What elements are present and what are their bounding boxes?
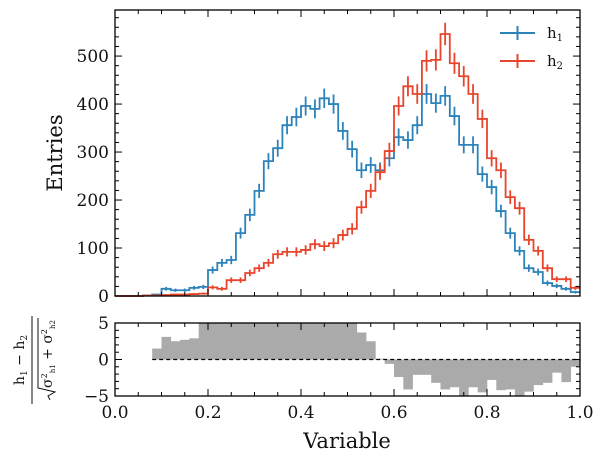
- x-tick-label: 1.0: [566, 403, 593, 423]
- legend-label-h2: h2: [547, 52, 563, 72]
- ratio-bar: [477, 359, 488, 393]
- legend: h1 h2: [500, 24, 563, 72]
- ratio-bar: [394, 359, 404, 378]
- main-plot-frame: [114, 9, 581, 297]
- ratio-y-axis-label: h1 − h2 σ2h1 + σ2h2: [12, 316, 57, 404]
- ratio-bar: [180, 339, 190, 360]
- ratio-bar: [254, 323, 265, 360]
- ratio-bar: [170, 341, 181, 360]
- y-tick-label: 100: [77, 239, 109, 259]
- ratio-bar: [319, 323, 330, 360]
- ratio-bar: [282, 323, 292, 360]
- y-tick-label: 400: [77, 95, 109, 115]
- ratio-bar: [301, 323, 311, 360]
- ratio-bar: [403, 359, 413, 390]
- ratio-y-tick-label: 5: [98, 314, 109, 334]
- ratio-bar: [496, 359, 506, 391]
- y-tick-label: 0: [98, 287, 109, 307]
- x-tick-label: 0.4: [287, 403, 314, 423]
- ratio-bar: [440, 359, 451, 390]
- ratio-bar: [449, 359, 460, 388]
- legend-entry-h2: h2: [500, 52, 563, 72]
- x-tick-label: 0.2: [194, 403, 221, 423]
- ratio-bar: [459, 359, 469, 396]
- ratio-bar: [366, 341, 376, 360]
- ratio-bar: [468, 359, 478, 388]
- x-tick-label: 0.0: [101, 403, 128, 423]
- x-tick-label: 0.6: [380, 403, 407, 423]
- series-h2: [115, 22, 580, 297]
- x-tick-label: 0.8: [473, 403, 500, 423]
- ratio-bar: [208, 323, 218, 360]
- ratio-bar: [487, 359, 497, 380]
- ratio-bar: [189, 338, 199, 360]
- ratio-bar: [291, 323, 302, 360]
- ratio-bar: [347, 323, 358, 360]
- ratio-bar: [384, 359, 395, 364]
- ratio-bar: [217, 323, 227, 360]
- ratio-bar: [273, 323, 283, 360]
- ratio-bar: [533, 359, 544, 386]
- ratio-bar: [310, 323, 320, 360]
- ratio-y-tick-label: 0: [98, 351, 109, 371]
- ratio-label-denominator: σ2h1 + σ2h2: [40, 320, 57, 388]
- legend-entry-h1: h1: [500, 24, 563, 44]
- ratio-bar: [524, 359, 534, 392]
- ratio-bar: [412, 359, 423, 375]
- ratio-bar: [561, 359, 571, 383]
- ratio-bar: [161, 336, 172, 360]
- ratio-bar: [552, 359, 562, 373]
- ratio-bar: [542, 359, 553, 383]
- ratio-bar: [226, 323, 237, 360]
- ratio-bar: [198, 323, 209, 360]
- series-h1: [115, 84, 580, 297]
- x-axis-label: Variable: [302, 429, 391, 453]
- ratio-bar: [356, 332, 367, 360]
- ratio-label-sqrt-sign: [37, 318, 57, 401]
- histogram-step-h2: [115, 33, 580, 297]
- y-tick-label: 500: [77, 47, 109, 67]
- ratio-bar: [505, 359, 516, 390]
- ratio-bar: [152, 348, 162, 360]
- ratio-bar: [245, 323, 255, 360]
- ratio-bar: [421, 359, 432, 375]
- legend-label-h1: h1: [547, 24, 563, 44]
- main-panel: 0 100 200 300 400 500: [77, 9, 581, 307]
- ratio-bar: [338, 323, 348, 360]
- ratio-bar: [263, 323, 274, 360]
- ratio-bar: [328, 323, 339, 360]
- ratio-bar: [570, 359, 581, 367]
- ratio-bar: [431, 359, 441, 383]
- y-tick-label: 200: [77, 191, 109, 211]
- y-tick-label: 300: [77, 143, 109, 163]
- ratio-bar: [514, 359, 525, 396]
- ratio-bar: [235, 323, 246, 360]
- ratio-label-numerator: h1 − h2: [12, 335, 30, 385]
- ratio-panel: −5 0 5 0.0 0.2 0.4 0.6 0.8 1.0: [84, 314, 594, 423]
- y-axis-label: Entries: [43, 114, 67, 191]
- ratio-y-tick-label: −5: [84, 387, 109, 407]
